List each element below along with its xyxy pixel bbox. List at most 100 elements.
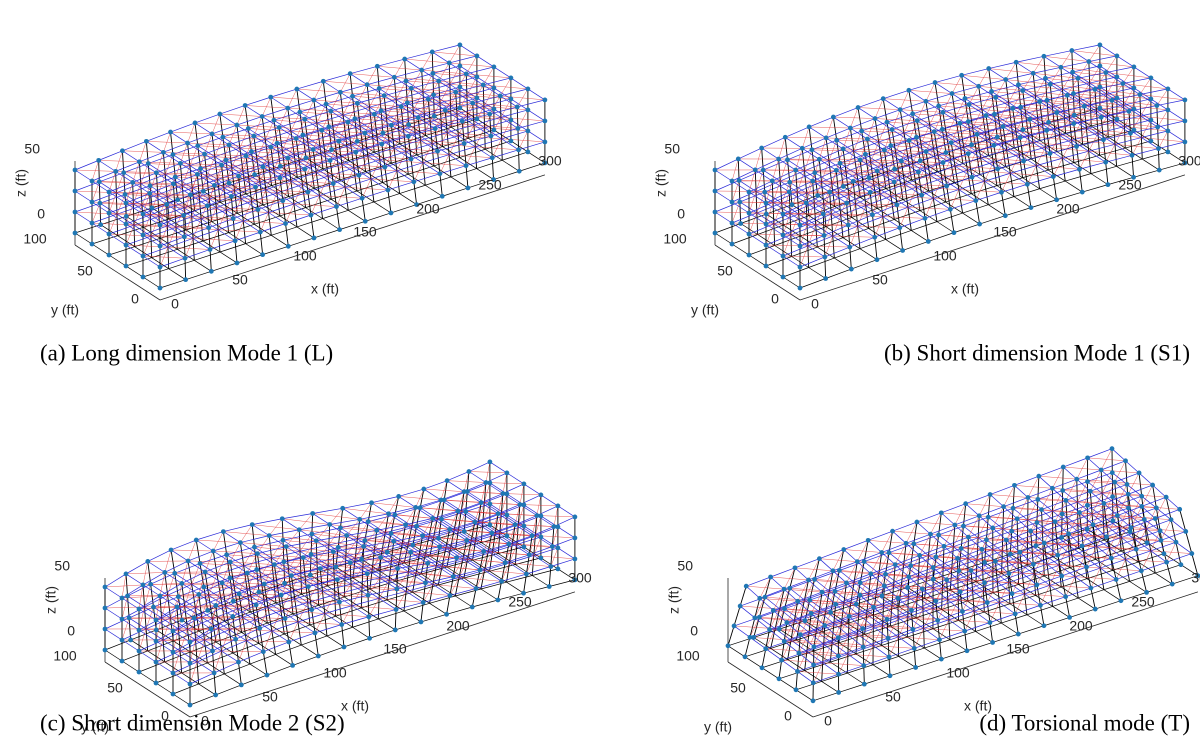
- beam: [875, 110, 900, 119]
- beam: [116, 162, 140, 172]
- beam: [1066, 133, 1083, 144]
- beam: [122, 661, 139, 672]
- node: [522, 545, 527, 550]
- column: [185, 258, 186, 279]
- node: [235, 261, 240, 266]
- column: [1027, 184, 1031, 207]
- node: [389, 123, 394, 128]
- beam: [502, 152, 528, 160]
- beam: [122, 651, 148, 661]
- node: [436, 536, 441, 541]
- beam: [288, 100, 314, 108]
- beam: [1072, 45, 1100, 51]
- node: [231, 599, 236, 604]
- node: [217, 112, 222, 117]
- column: [322, 591, 324, 613]
- node: [348, 71, 353, 76]
- node: [285, 156, 290, 161]
- column: [458, 136, 459, 158]
- beam: [518, 121, 545, 128]
- node: [1149, 76, 1154, 81]
- column: [294, 204, 297, 227]
- node: [244, 154, 249, 159]
- node: [1080, 190, 1085, 195]
- node: [228, 575, 233, 580]
- beam: [858, 99, 883, 108]
- beam: [715, 202, 740, 212]
- beam: [148, 561, 165, 572]
- node: [281, 538, 286, 543]
- node: [246, 126, 251, 131]
- brace: [959, 190, 1002, 193]
- node: [249, 149, 254, 154]
- column: [411, 88, 413, 110]
- column: [1024, 161, 1028, 184]
- y-tick-label: 100: [23, 231, 47, 247]
- beam: [272, 622, 298, 631]
- beam: [732, 213, 757, 223]
- beam: [732, 170, 755, 181]
- node: [1010, 106, 1015, 111]
- node: [120, 617, 125, 622]
- node: [312, 236, 317, 241]
- beam: [194, 260, 211, 271]
- column: [502, 139, 503, 160]
- column: [421, 140, 423, 163]
- beam: [424, 489, 441, 500]
- node: [304, 156, 309, 161]
- beam: [368, 589, 397, 595]
- beam: [284, 634, 301, 645]
- node: [552, 524, 557, 529]
- beam: [484, 544, 509, 551]
- node: [1029, 205, 1034, 210]
- node: [1099, 115, 1104, 120]
- beam: [1033, 67, 1061, 73]
- beam: [451, 169, 477, 177]
- node: [421, 487, 426, 492]
- node: [713, 210, 718, 215]
- node: [252, 172, 257, 177]
- node: [144, 139, 149, 144]
- node: [770, 179, 775, 184]
- column: [549, 567, 551, 587]
- beam: [240, 536, 269, 543]
- node: [124, 201, 129, 206]
- node: [516, 126, 521, 131]
- node: [176, 594, 181, 599]
- node: [154, 681, 159, 686]
- node: [989, 89, 994, 94]
- node: [831, 115, 836, 120]
- brace: [483, 85, 528, 89]
- column: [278, 588, 281, 611]
- node: [439, 517, 444, 522]
- node: [399, 104, 404, 109]
- node: [1115, 75, 1120, 80]
- column: [237, 125, 240, 148]
- node: [302, 117, 307, 122]
- column: [229, 145, 232, 168]
- column: [406, 81, 407, 103]
- node: [367, 636, 372, 641]
- beam: [519, 142, 545, 150]
- column: [255, 620, 259, 643]
- column: [449, 63, 450, 84]
- beam: [151, 584, 168, 595]
- column: [281, 611, 284, 634]
- node: [294, 136, 299, 141]
- beam: [460, 45, 477, 56]
- column: [891, 196, 894, 219]
- caption: (a) Long dimension Mode 1 (L): [40, 340, 333, 365]
- column: [351, 145, 354, 168]
- brace: [245, 105, 288, 108]
- x-tick-label: 250: [478, 177, 502, 193]
- x-tick-label: 150: [993, 224, 1017, 240]
- beam: [715, 212, 732, 223]
- column: [330, 160, 333, 183]
- node: [335, 577, 340, 582]
- column: [796, 671, 797, 689]
- node: [444, 612, 449, 617]
- column: [340, 508, 342, 528]
- beam: [156, 673, 182, 683]
- node: [366, 593, 371, 598]
- column: [265, 140, 268, 163]
